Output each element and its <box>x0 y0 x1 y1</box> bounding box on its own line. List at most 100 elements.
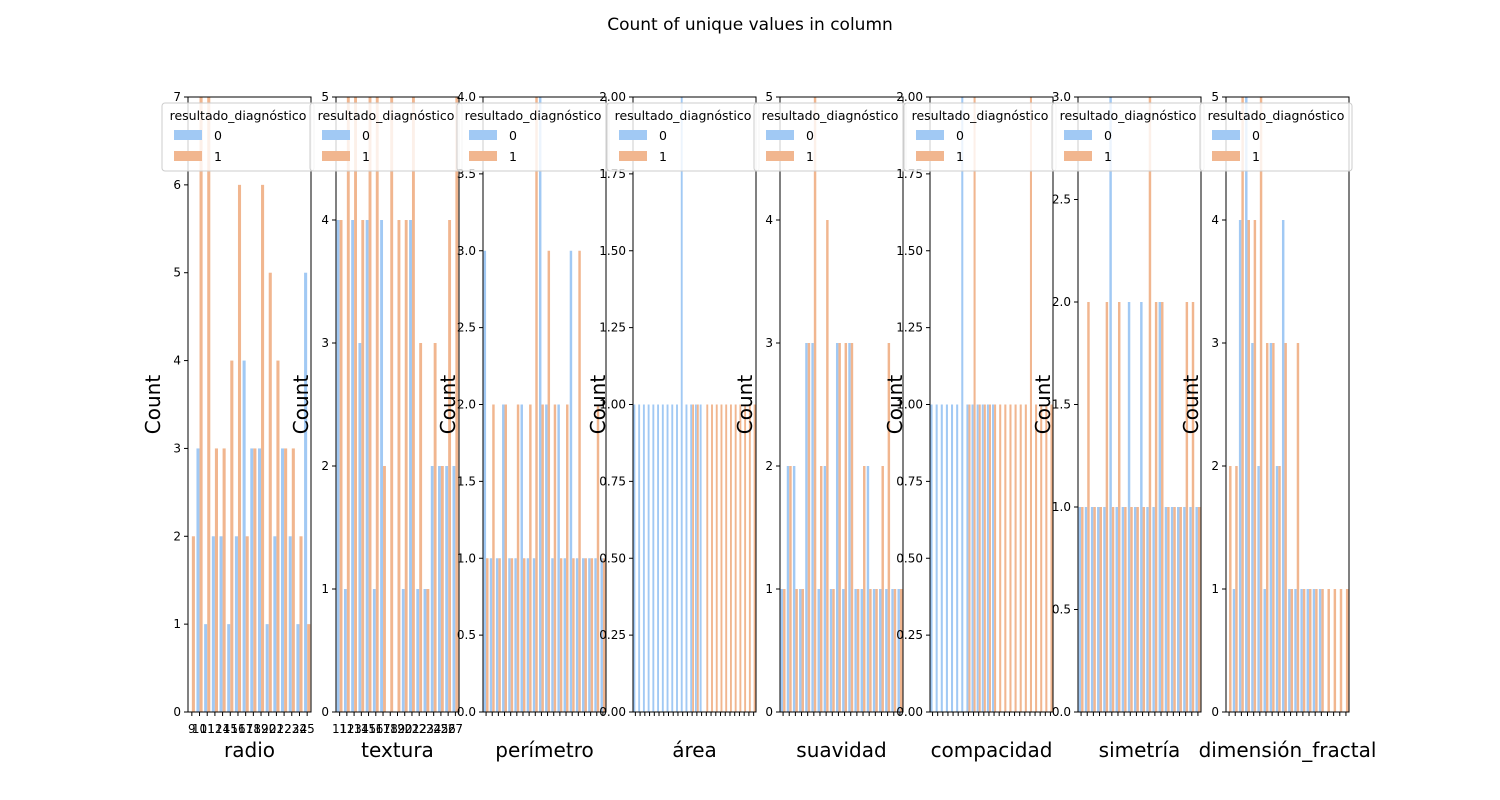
bar-series-1-7 <box>1272 343 1275 712</box>
bar-series-1-6 <box>1117 302 1121 712</box>
subplot-grid: 012345679101112141516171819202122232425r… <box>141 90 1376 762</box>
bar-series-1-11 <box>850 343 854 712</box>
legend-title: resultado_diagnóstico <box>912 108 1049 123</box>
bars <box>483 97 606 712</box>
bar-series-1-3 <box>1247 220 1250 712</box>
x-tick-label: 22 <box>276 722 291 736</box>
bar-series-1-4 <box>222 448 226 712</box>
bar-series-0-14 <box>1312 589 1316 712</box>
bar-series-0-17 <box>1183 507 1186 712</box>
bar-series-0-6 <box>520 404 523 712</box>
legend-label-0: 0 <box>1104 128 1112 143</box>
y-tick-label: 3.0 <box>457 244 476 258</box>
y-tick-label: 0 <box>173 705 181 719</box>
bar-series-0-9 <box>976 404 979 712</box>
bar-series-0-8 <box>1275 466 1279 712</box>
y-tick-label: 3 <box>765 336 773 350</box>
bar-series-1-20 <box>729 404 732 712</box>
y-tick-label: 0.75 <box>896 474 923 488</box>
x-axis-label: textura <box>361 738 434 762</box>
y-tick-label: 2.00 <box>599 90 626 104</box>
bar-series-0-1 <box>935 404 938 712</box>
subplot-6: 0.000.250.500.751.001.251.501.752.00comp… <box>883 90 1057 762</box>
bar-series-1-12 <box>994 404 997 712</box>
bar-series-1-17 <box>1333 589 1337 712</box>
y-axis-label: Count <box>1031 375 1055 435</box>
subplot-2: 0123451112131415161718192021222324252627… <box>289 90 463 762</box>
x-tick-label: 24 <box>426 722 441 736</box>
subplot-8: 0 1 2 3 4 5 dimensión_fractal Count resultado_di… <box>1179 90 1376 762</box>
legend-title: resultado_diagnóstico <box>318 108 455 123</box>
legend-swatch-0 <box>322 130 350 140</box>
bar-series-0-5 <box>956 404 959 712</box>
bar-series-0-1 <box>1084 507 1088 712</box>
bar-series-1-23 <box>1050 404 1053 712</box>
y-tick-label: 0.5 <box>1052 603 1071 617</box>
x-tick-label: 23 <box>419 722 434 736</box>
bar-series-1-10 <box>983 404 986 712</box>
y-tick-label: 4 <box>765 213 773 227</box>
bar-series-1-18 <box>596 404 600 712</box>
bar-series-1-18 <box>720 404 723 712</box>
x-tick-label: 12 <box>339 722 354 736</box>
bar-series-0-18 <box>1189 507 1192 712</box>
bar-series-1-4 <box>807 343 811 712</box>
bar-series-1-13 <box>566 404 569 712</box>
bar-series-1-16 <box>455 97 459 712</box>
bar-series-1-15 <box>706 404 709 712</box>
y-tick-label: 2.5 <box>457 321 476 335</box>
bars <box>930 97 1053 712</box>
bar-series-1-13 <box>999 404 1002 712</box>
bars <box>633 97 756 712</box>
bar-series-0-7 <box>526 558 530 712</box>
x-axis-label: área <box>672 738 717 762</box>
bar-series-1-18 <box>893 589 897 712</box>
x-tick-label: 24 <box>292 722 307 736</box>
bar-series-0-2 <box>351 220 355 712</box>
y-tick-label: 2 <box>1211 459 1219 473</box>
bar-series-0-10 <box>409 220 412 712</box>
bar-series-0-12 <box>1152 507 1155 712</box>
bar-series-1-13 <box>1161 302 1164 712</box>
bar-series-1-12 <box>692 404 695 712</box>
y-tick-label: 2 <box>173 529 181 543</box>
bar-series-0-1 <box>489 558 493 712</box>
bar-series-0-15 <box>872 589 876 712</box>
y-axis-label: Count <box>141 375 165 435</box>
legend-swatch-0 <box>174 130 202 140</box>
bar-series-1-7 <box>390 97 394 712</box>
bar-series-1-21 <box>1040 404 1043 712</box>
x-tick-label: 20 <box>397 722 412 736</box>
bar-series-0-16 <box>582 558 585 712</box>
legend: resultado_diagnóstico 0 1 <box>903 102 1057 172</box>
bar-series-0-8 <box>532 558 536 712</box>
legend-swatch-0 <box>469 130 497 140</box>
bar-series-0-5 <box>227 624 231 712</box>
y-tick-label: 0.0 <box>457 705 476 719</box>
bar-series-0-3 <box>358 343 362 712</box>
y-tick-label: 3 <box>321 336 329 350</box>
legend-title: resultado_diagnóstico <box>615 108 752 123</box>
bar-series-0-10 <box>545 404 548 712</box>
legend-label-1: 1 <box>956 149 964 164</box>
bar-series-1-13 <box>433 343 437 712</box>
legend-label-0: 0 <box>659 128 667 143</box>
bar-series-0-17 <box>588 558 591 712</box>
bar-series-1-3 <box>1099 507 1102 712</box>
bar-series-1-5 <box>375 97 379 712</box>
y-tick-label: 0.5 <box>457 628 476 642</box>
bar-series-0-2 <box>495 558 499 712</box>
bar-series-0-5 <box>657 404 660 712</box>
x-axis-label: suavidad <box>796 738 886 762</box>
y-axis-label: Count <box>1179 375 1203 435</box>
bar-series-0-11 <box>273 536 277 712</box>
bar-series-0-5 <box>514 558 517 712</box>
bar-series-0-0 <box>336 220 340 712</box>
bar-series-0-11 <box>1294 589 1297 712</box>
bar-series-1-19 <box>899 589 903 712</box>
bar-series-1-15 <box>875 589 878 712</box>
bar-series-0-3 <box>211 536 215 712</box>
y-tick-label: 1.25 <box>599 321 626 335</box>
bar-series-0-8 <box>971 404 974 712</box>
